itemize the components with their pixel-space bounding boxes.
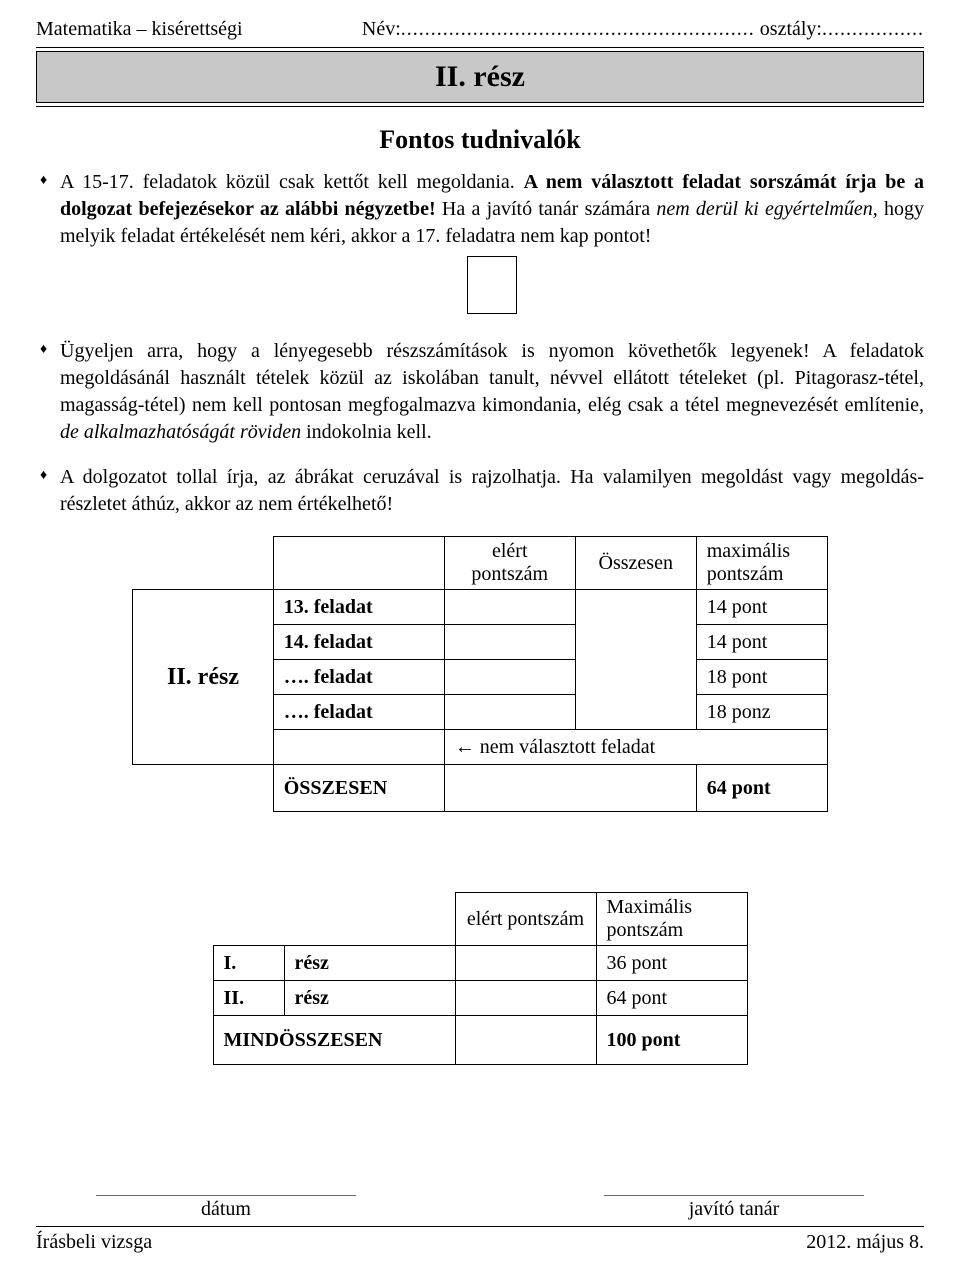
t1-r1-label: 13. feladat: [273, 590, 444, 625]
t1-r2-max: 14 pont: [696, 625, 827, 660]
b1-text-italic: nem derül ki egyértelműen: [656, 198, 872, 220]
header-left: Matematika – kisérettségi: [36, 18, 243, 41]
bullet-2: Ügyeljen arra, hogy a lényegesebb részsz…: [36, 338, 924, 446]
t1-r3-label: …. feladat: [273, 660, 444, 695]
page-footer: Írásbeli vizsga 2012. május 8.: [36, 1226, 924, 1254]
sig-date-label: dátum: [201, 1198, 251, 1220]
t1-hdr-max: maximális pontszám: [696, 537, 827, 590]
b1-text-1: A 15-17. feladatok közül csak kettőt kel…: [60, 171, 524, 193]
t2-r1-b: rész: [284, 946, 455, 981]
t2-blank: [213, 893, 455, 946]
t2-r1-max: 36 pont: [596, 946, 747, 981]
t2-total-elert[interactable]: [455, 1016, 596, 1065]
footer-left: Írásbeli vizsga: [36, 1231, 152, 1254]
t1-r4-label: …. feladat: [273, 695, 444, 730]
name-dots: ........................................…: [401, 18, 755, 40]
footer-right: 2012. május 8.: [806, 1231, 924, 1254]
t2-r2-elert[interactable]: [455, 981, 596, 1016]
t2-r1-a: I.: [213, 946, 284, 981]
signature-teacher: javító tanár: [604, 1195, 864, 1221]
class-label: osztály:: [755, 18, 822, 40]
t1-hdr-ossz: Összesen: [575, 537, 696, 590]
signature-row: dátum javító tanár: [96, 1195, 864, 1221]
t1-blank: [133, 537, 274, 590]
name-label: Név:: [362, 18, 401, 40]
t2-hdr-elert: elért pontszám: [455, 893, 596, 946]
t1-r1-max: 14 pont: [696, 590, 827, 625]
score-table-part2: elért pontszám Összesen maximális pontsz…: [132, 536, 828, 812]
t2-hdr-max: Maximális pontszám: [596, 893, 747, 946]
t1-r1-elert[interactable]: [444, 590, 575, 625]
t2-r2-max: 64 pont: [596, 981, 747, 1016]
sig-teacher-label: javító tanár: [689, 1198, 780, 1220]
class-dots: .................: [822, 18, 924, 40]
t1-ossz-cell[interactable]: [575, 590, 696, 730]
bullet-3: A dolgozatot tollal írja, az ábrákat cer…: [36, 464, 924, 518]
signature-date: dátum: [96, 1195, 356, 1221]
section-banner: II. rész: [36, 51, 924, 103]
t1-r2-label: 14. feladat: [273, 625, 444, 660]
b1-text-3: Ha a javító tanár számára: [436, 198, 657, 220]
t1-r4-max: 18 ponz: [696, 695, 827, 730]
t2-r2-a: II.: [213, 981, 284, 1016]
t2-total-max: 100 pont: [596, 1016, 747, 1065]
t1-total-max: 64 pont: [696, 765, 827, 812]
t1-total-label: ÖSSZESEN: [273, 765, 444, 812]
banner-frame: II. rész: [36, 47, 924, 107]
t1-total-elert[interactable]: [444, 765, 696, 812]
t2-r2-b: rész: [284, 981, 455, 1016]
b2-text-1: Ügyeljen arra, hogy a lényegesebb részsz…: [60, 340, 924, 416]
t1-r4-elert[interactable]: [444, 695, 575, 730]
t1-r2-elert[interactable]: [444, 625, 575, 660]
t1-r3-elert[interactable]: [444, 660, 575, 695]
t2-total-label: MINDÖSSZESEN: [213, 1016, 455, 1065]
header-right: Név:....................................…: [362, 18, 924, 41]
bullet-1: A 15-17. feladatok közül csak kettőt kel…: [36, 169, 924, 314]
subtitle: Fontos tudnivalók: [36, 125, 924, 155]
t1-r3-max: 18 pont: [696, 660, 827, 695]
t1-total-blank: [133, 765, 274, 812]
t1-nemv: ← nem választott feladat: [444, 730, 827, 765]
answer-box[interactable]: [467, 256, 517, 314]
b2-text-italic: de alkalmazhatóságát röviden: [60, 421, 301, 443]
t1-hdr-elert: elért pontszám: [444, 537, 575, 590]
t1-blank2: [273, 537, 444, 590]
t2-r1-elert[interactable]: [455, 946, 596, 981]
score-table-total: elért pontszám Maximális pontszám I. rés…: [213, 892, 748, 1065]
t1-section-label: II. rész: [133, 590, 274, 765]
b2-text-3: indokolnia kell.: [301, 421, 432, 443]
page-header: Matematika – kisérettségi Név:..........…: [36, 18, 924, 41]
t1-nemv-blank[interactable]: [273, 730, 444, 765]
